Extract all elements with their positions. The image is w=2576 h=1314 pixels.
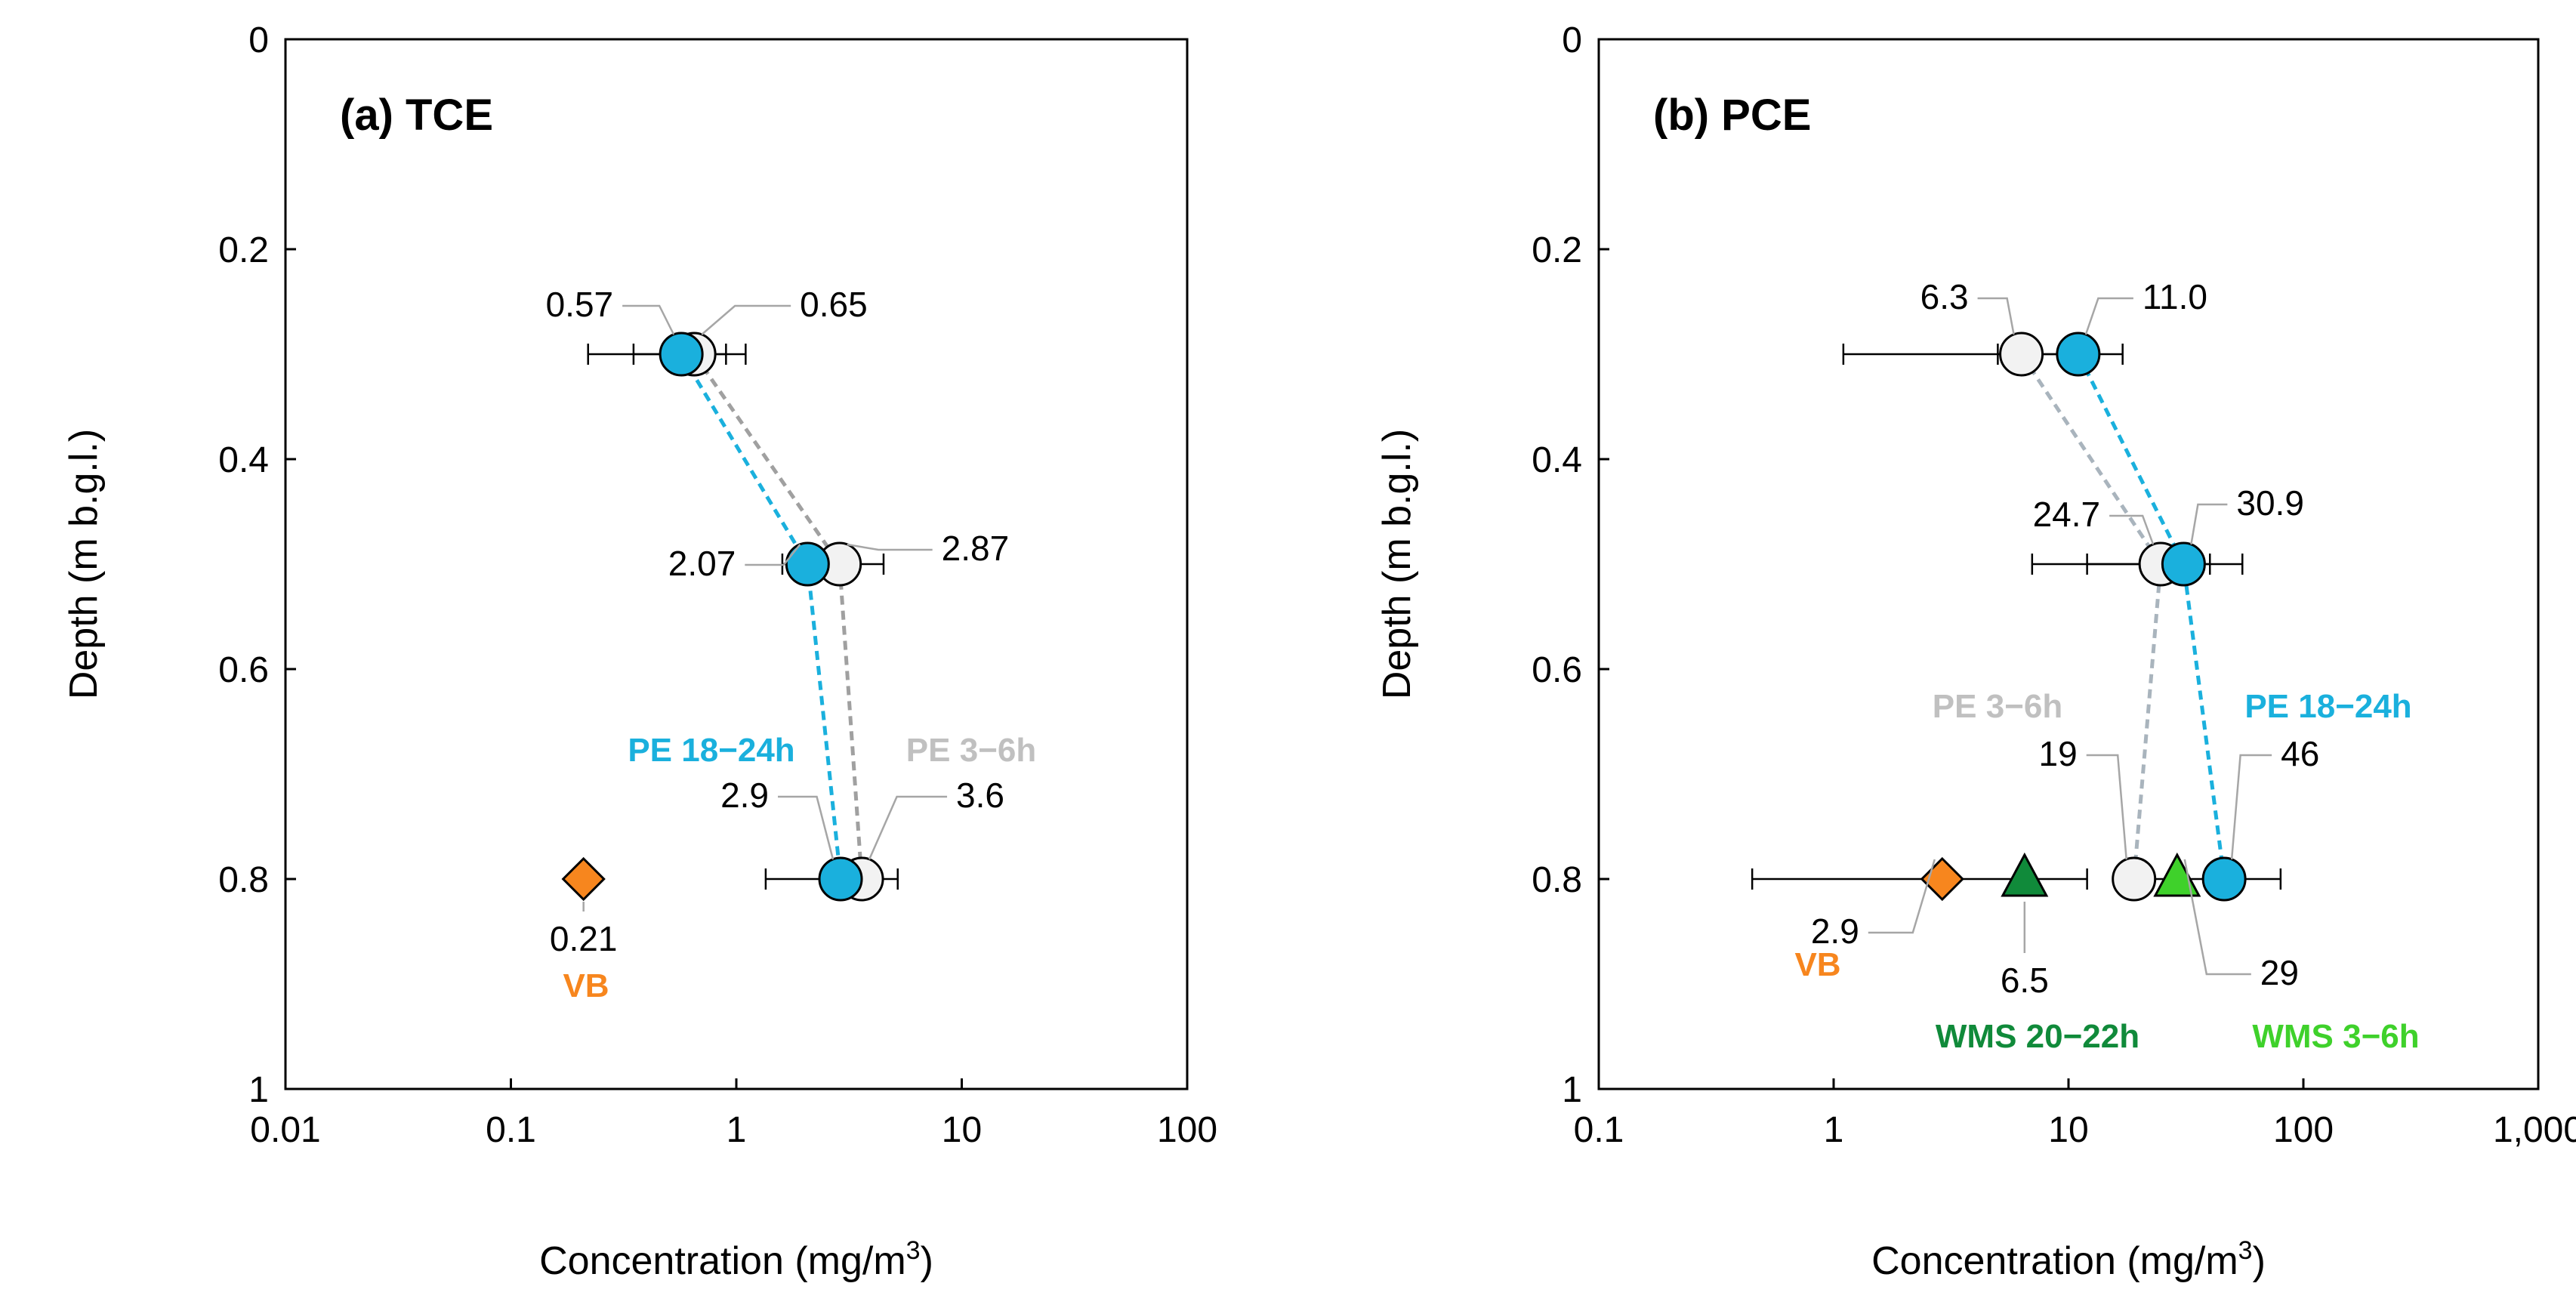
panel-title: (a) TCE	[340, 91, 493, 140]
y-tick-label: 0.8	[1532, 860, 1582, 900]
leader-line	[622, 304, 675, 335]
series-label: WMS 3−6h	[2252, 1018, 2419, 1055]
data-label: 30.9	[2236, 483, 2304, 523]
series-label: PE 18−24h	[2244, 688, 2411, 725]
data-label: 24.7	[2033, 495, 2101, 534]
y-axis-title: Depth (m b.g.l.)	[1375, 429, 1419, 699]
series-label: WMS 20−22h	[1936, 1018, 2139, 1055]
series-label: PE 3−6h	[906, 732, 1036, 769]
x-tick-label: 10	[2048, 1110, 2088, 1150]
x-axis-title: Concentration (mg/m3)	[539, 1236, 933, 1283]
x-tick-label: 1	[727, 1110, 747, 1150]
series-line-0	[693, 353, 864, 880]
data-label: 2.9	[720, 776, 769, 815]
leader-line	[847, 543, 933, 551]
data-label: 0.21	[550, 919, 618, 958]
series-line-1	[2076, 353, 2226, 880]
data-point-circle	[785, 541, 830, 587]
x-tick-label: 0.1	[1574, 1110, 1624, 1150]
y-tick-label: 0	[1562, 20, 1582, 60]
y-axis-title: Depth (m b.g.l.)	[62, 429, 106, 699]
leader-line	[1977, 297, 2015, 335]
y-tick-label: 0.4	[1532, 440, 1582, 480]
y-tick-label: 0.4	[218, 440, 269, 480]
data-point-diamond	[561, 856, 606, 902]
x-tick-label: 1	[1824, 1110, 1844, 1150]
leader-line	[2109, 514, 2155, 545]
data-point-circle	[659, 332, 704, 377]
y-tick-label: 1	[248, 1070, 269, 1110]
x-tick-label: 1,000	[2493, 1110, 2576, 1150]
data-label: 11.0	[2143, 277, 2207, 316]
leader-line	[778, 795, 835, 860]
x-tick-label: 100	[1157, 1110, 1217, 1150]
x-tick-label: 10	[942, 1110, 982, 1150]
data-label: 46	[2281, 734, 2319, 773]
data-point-circle	[818, 856, 863, 902]
y-tick-label: 1	[1562, 1070, 1582, 1110]
series-label: VB	[563, 967, 609, 1004]
data-point-circle	[2201, 856, 2247, 902]
data-point-circle	[1999, 332, 2044, 377]
panel-a-tce: 00.20.40.60.810.01 0.1 1 10 100Concentration…	[62, 20, 1217, 1283]
data-label: 2.87	[942, 529, 1010, 568]
series-label: PE 3−6h	[1933, 688, 2062, 725]
panel-b-pce: 00.20.40.60.810.1 1 10 100 1,000Concentratio…	[1375, 20, 2576, 1283]
data-point-circle	[2161, 541, 2206, 587]
data-label: 0.57	[546, 285, 614, 324]
leader-line	[2183, 859, 2251, 976]
leader-line	[868, 795, 948, 860]
data-label: 0.65	[800, 285, 868, 324]
x-tick-label: 0.1	[486, 1110, 536, 1150]
series-line-0	[2019, 353, 2163, 880]
leader-line	[2230, 754, 2272, 860]
y-tick-label: 0.6	[218, 650, 269, 690]
data-label: 2.9	[1811, 911, 1859, 951]
data-point-triangle	[2001, 852, 2049, 897]
data-label: 6.5	[2001, 961, 2049, 1000]
leader-line	[2084, 297, 2133, 335]
leader-line	[2086, 754, 2127, 860]
x-axis-title: Concentration (mg/m3)	[1871, 1236, 2266, 1283]
plot-frame	[284, 38, 1189, 1090]
y-tick-label: 0.8	[218, 860, 269, 900]
data-label: 19	[2039, 734, 2078, 773]
series-label: PE 18−24h	[628, 732, 794, 769]
x-tick-label: 100	[2273, 1110, 2334, 1150]
leader-line	[2190, 503, 2228, 545]
data-point-circle	[2056, 332, 2101, 377]
y-tick-label: 0.6	[1532, 650, 1582, 690]
y-tick-label: 0.2	[1532, 230, 1582, 270]
panel-title: (b) PCE	[1653, 91, 1811, 140]
leader-line	[701, 304, 791, 335]
x-tick-label: 0.01	[250, 1110, 320, 1150]
y-tick-label: 0	[248, 20, 269, 60]
y-tick-label: 0.2	[218, 230, 269, 270]
series-label: VB	[1794, 946, 1840, 983]
data-point-triangle	[2153, 852, 2201, 897]
data-label: 3.6	[956, 776, 1004, 815]
data-label: 6.3	[1920, 277, 1969, 316]
data-point-circle	[2112, 856, 2157, 902]
leader-line	[745, 544, 801, 566]
leader-line	[1868, 859, 1936, 934]
data-label: 29	[2260, 953, 2299, 992]
data-label: 2.07	[668, 544, 736, 583]
